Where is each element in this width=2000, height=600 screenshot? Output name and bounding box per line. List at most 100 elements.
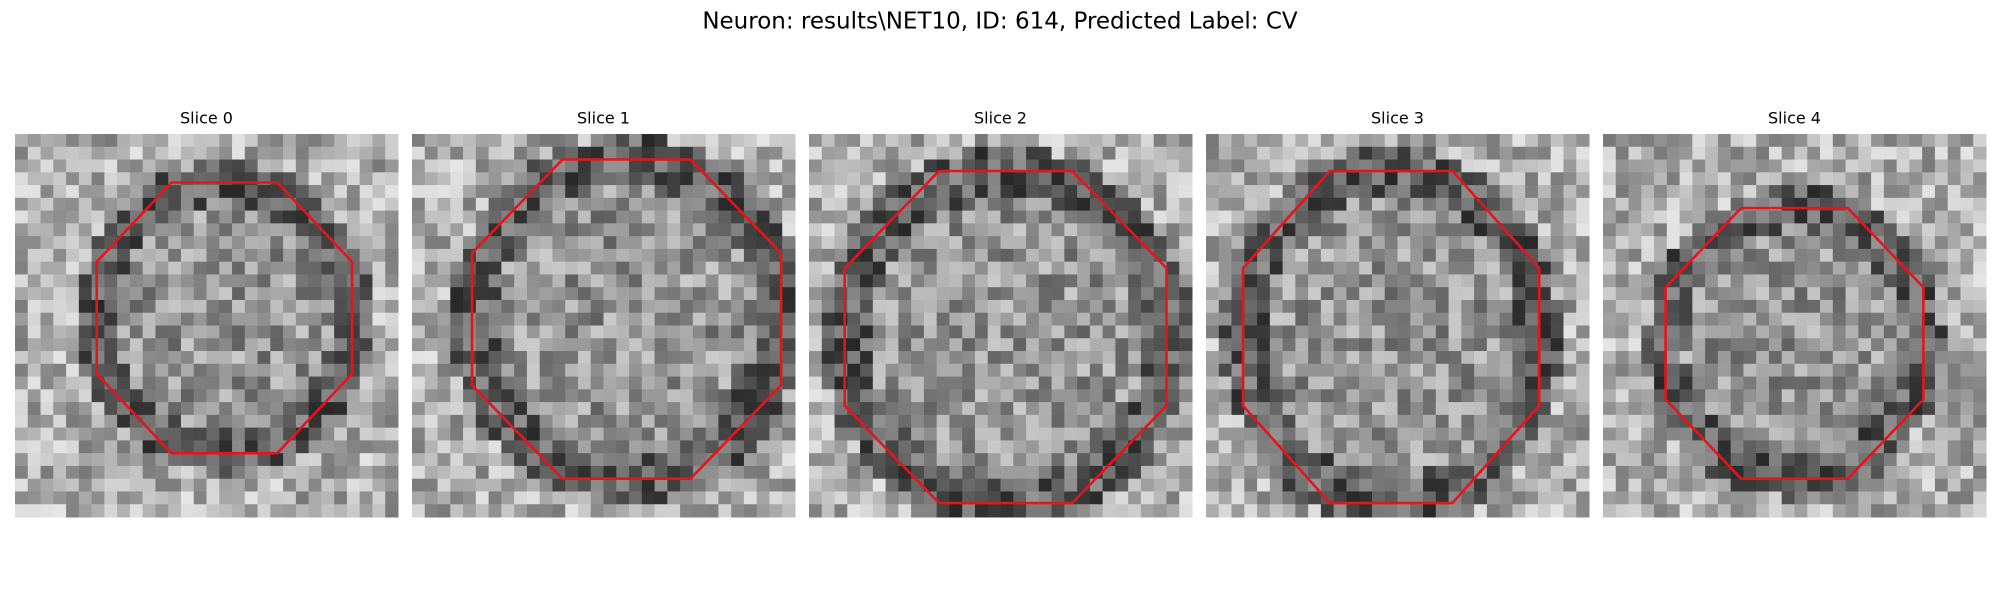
pixel <box>872 504 887 518</box>
pixel <box>1615 248 1630 263</box>
pixel <box>1077 134 1091 148</box>
pixel <box>1730 453 1744 467</box>
pixel <box>27 402 42 416</box>
pixel <box>15 146 29 161</box>
pixel <box>834 491 848 505</box>
pixel <box>923 159 938 173</box>
pixel <box>809 299 823 314</box>
pixel <box>1179 338 1193 352</box>
pixel <box>27 325 42 339</box>
pixel <box>155 299 169 314</box>
pixel <box>129 236 144 250</box>
pixel <box>155 287 169 301</box>
pixel <box>718 172 732 186</box>
pixel <box>437 325 451 339</box>
pixel <box>1679 274 1693 288</box>
pixel <box>603 389 617 403</box>
pixel <box>1717 402 1732 416</box>
pixel <box>1794 491 1808 505</box>
pixel <box>1384 402 1398 416</box>
pixel <box>117 491 131 505</box>
pixel <box>885 185 899 199</box>
pixel <box>1295 312 1309 326</box>
pixel <box>334 159 348 173</box>
pixel <box>232 146 246 161</box>
pixel <box>731 465 745 480</box>
pixel <box>1486 197 1501 212</box>
pixel <box>1102 274 1116 288</box>
pixel <box>872 146 887 161</box>
pixel <box>193 248 207 263</box>
pixel <box>1013 427 1027 441</box>
pixel <box>987 453 1001 467</box>
pixel <box>27 261 42 275</box>
pixel <box>552 325 566 339</box>
pixel <box>1397 210 1411 224</box>
pixel <box>1934 389 1949 403</box>
pixel <box>987 491 1001 505</box>
pixel <box>232 159 246 173</box>
pixel <box>1820 402 1834 416</box>
pixel <box>283 363 297 378</box>
pixel <box>847 504 861 518</box>
pixel <box>847 287 861 301</box>
pixel <box>1845 478 1859 492</box>
pixel <box>756 146 770 161</box>
pixel <box>898 236 912 250</box>
pixel <box>1435 223 1450 237</box>
pixel <box>1077 491 1091 505</box>
pixel <box>911 478 925 492</box>
pixel <box>412 453 426 467</box>
pixel <box>1051 159 1065 173</box>
pixel <box>1641 159 1655 173</box>
pixel <box>1730 338 1744 352</box>
pixel <box>1064 453 1078 467</box>
pixel <box>412 261 426 275</box>
pixel <box>1397 287 1411 301</box>
pixel <box>654 223 668 237</box>
pixel <box>885 312 899 326</box>
pixel <box>1628 236 1642 250</box>
pixel <box>1179 427 1193 441</box>
pixel <box>1282 274 1296 288</box>
pixel <box>821 402 836 416</box>
pixel <box>809 402 823 416</box>
pixel <box>1269 478 1284 492</box>
pixel <box>885 491 899 505</box>
pixel <box>1768 236 1783 250</box>
pixel <box>1359 210 1373 224</box>
pixel <box>1089 287 1104 301</box>
pixel <box>501 287 515 301</box>
pixel <box>1115 351 1129 365</box>
pixel <box>1179 504 1193 518</box>
pixel <box>1308 274 1322 288</box>
pixel <box>359 312 373 326</box>
pixel <box>168 440 182 454</box>
pixel <box>1845 134 1859 148</box>
pixel <box>1218 299 1233 314</box>
pixel <box>718 414 732 429</box>
pixel <box>321 299 335 314</box>
pixel <box>1909 312 1923 326</box>
pixel <box>1423 491 1437 505</box>
pixel <box>936 427 950 441</box>
pixel <box>372 325 386 339</box>
pixel <box>180 197 195 212</box>
pixel <box>756 465 770 480</box>
pixel <box>1435 389 1450 403</box>
pixel <box>155 376 169 390</box>
pixel <box>1615 440 1630 454</box>
pixel <box>53 134 67 148</box>
pixel <box>232 414 246 429</box>
pixel <box>987 210 1001 224</box>
pixel <box>577 172 592 186</box>
pixel <box>1206 312 1220 326</box>
pixel <box>1269 453 1284 467</box>
pixel <box>1346 287 1360 301</box>
pixel <box>1909 478 1923 492</box>
pixel <box>641 134 656 148</box>
pixel <box>1576 363 1590 378</box>
pixel <box>244 210 259 224</box>
pixel <box>232 478 246 492</box>
pixel <box>15 248 29 263</box>
